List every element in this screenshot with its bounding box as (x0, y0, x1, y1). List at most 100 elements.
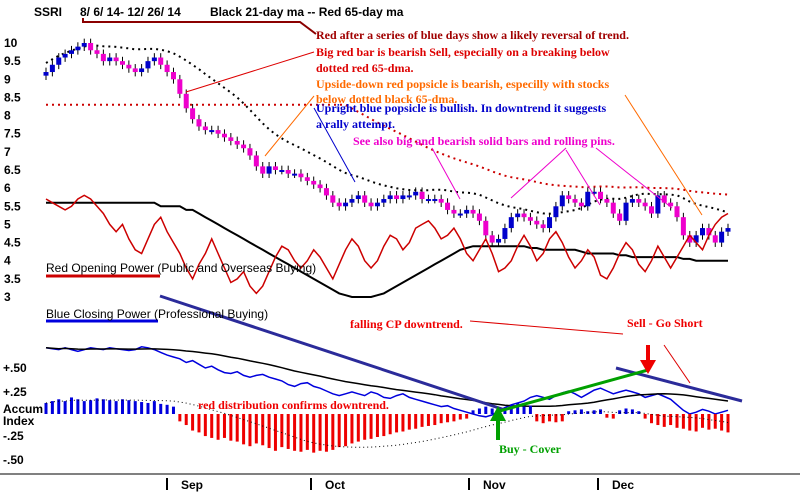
candle-up (725, 228, 731, 232)
accum-bar-negative (375, 414, 379, 437)
accum-bar-positive (152, 401, 156, 414)
accum-bar-negative (363, 414, 367, 440)
candle-down (260, 166, 266, 174)
candle-up (629, 199, 635, 203)
accum-bar-positive (133, 401, 137, 414)
candle-down (661, 195, 667, 203)
line-layer (45, 194, 729, 418)
candle-down (336, 202, 342, 207)
candle-down (483, 220, 489, 236)
candle-down (221, 133, 227, 138)
accum-bar-negative (643, 414, 647, 419)
indicator-tick-label: Index (3, 414, 35, 428)
candle-up (355, 195, 361, 200)
accum-bar-negative (178, 414, 182, 422)
accum-bar-negative (433, 414, 437, 426)
candle-down (706, 228, 712, 236)
candle-up (56, 57, 62, 65)
candle-down (687, 235, 693, 243)
accum-bar-negative (452, 414, 456, 422)
candle-down (604, 199, 610, 203)
candle-up (209, 130, 215, 133)
candle-down (445, 202, 451, 210)
accum-bar-negative (395, 414, 399, 433)
candle-down (578, 202, 584, 207)
accum-bar-positive (127, 400, 131, 414)
accum-bar-negative (726, 414, 730, 433)
ma21-line (46, 201, 728, 298)
accum-bar-positive (573, 410, 577, 414)
accum-bar-positive (637, 411, 641, 414)
accum-bar-positive (114, 401, 118, 414)
annotation-sell-short: Sell - Go Short (627, 316, 703, 330)
candle-up (547, 217, 553, 229)
candle-down (94, 50, 100, 54)
pointer-solid-bars-2 (510, 147, 567, 199)
pointer-big-red-bar (185, 51, 315, 93)
annotation-red-distribution: red distribution confirms downtrend. (198, 398, 389, 412)
accum-bar-negative (337, 414, 341, 448)
candle-down (100, 53, 106, 62)
annotation-popsicle-blue-2: a rally attempt. (316, 117, 395, 131)
candle-down (228, 137, 234, 141)
candle-up (425, 199, 431, 202)
accum-bar-negative (344, 414, 348, 447)
month-label-oct: Oct (325, 478, 345, 492)
accum-bar-negative (242, 414, 246, 445)
accum-bar-negative (261, 414, 265, 446)
accum-bar-positive (624, 408, 628, 414)
candle-down (298, 173, 304, 178)
pointer-popsicle-blue (313, 107, 356, 183)
accum-bar-negative (235, 414, 239, 442)
candle-up (145, 61, 151, 69)
candle-down (132, 68, 138, 73)
accum-bar-negative (446, 414, 450, 423)
indicator-tick-label: -.25 (3, 429, 24, 443)
candle-up (413, 191, 419, 196)
price-tick-label: 6.5 (4, 163, 21, 177)
accum-bar-positive (165, 404, 169, 414)
candle-up (62, 53, 68, 58)
accum-bar-positive (171, 406, 175, 414)
accum-bar-negative (694, 414, 698, 432)
candle-up (559, 195, 565, 207)
pointer-reversal (82, 18, 317, 35)
accum-bar-positive (63, 401, 67, 414)
candle-up (464, 209, 470, 214)
pointer-solid-bars-1 (431, 147, 461, 200)
candle-down (272, 166, 278, 170)
accum-bar-positive (140, 402, 144, 414)
price-tick-label: 3 (4, 290, 11, 304)
candle-up (387, 195, 393, 200)
accum-bar-positive (522, 406, 526, 414)
candle-up (292, 173, 298, 176)
accum-bar-negative (720, 414, 724, 431)
candle-up (700, 228, 706, 236)
candle-down (323, 188, 329, 196)
accum-bar-negative (254, 414, 258, 444)
accum-bar-negative (662, 414, 666, 427)
candle-layer (43, 38, 731, 247)
candle-down (610, 202, 616, 214)
candle-down (476, 213, 482, 221)
candle-down (642, 202, 648, 207)
annotation-buy-cover: Buy - Cover (499, 442, 562, 456)
accum-bar-negative (222, 414, 226, 438)
annotation-popsicle-blue-1: Upright blue popsicle is bullish. In dow… (316, 101, 607, 115)
accum-bar-positive (630, 409, 634, 414)
accum-bar-positive (82, 401, 86, 414)
accum-bar-negative (656, 414, 660, 426)
candle-down (190, 108, 196, 120)
accum-bar-negative (312, 414, 316, 453)
candle-up (655, 195, 661, 214)
accum-bar-negative (535, 414, 539, 422)
candle-up (266, 166, 272, 174)
accum-bar-positive (76, 399, 80, 414)
candle-up (75, 46, 81, 51)
candle-down (177, 79, 183, 94)
chart-ma-legend: Black 21-day ma -- Red 65-day ma (210, 5, 404, 19)
accum-bar-negative (216, 414, 220, 440)
annotation-cp-downtrend: falling CP downtrend. (350, 317, 463, 331)
accum-bar-negative (554, 414, 558, 423)
accum-bar-negative (293, 414, 297, 451)
